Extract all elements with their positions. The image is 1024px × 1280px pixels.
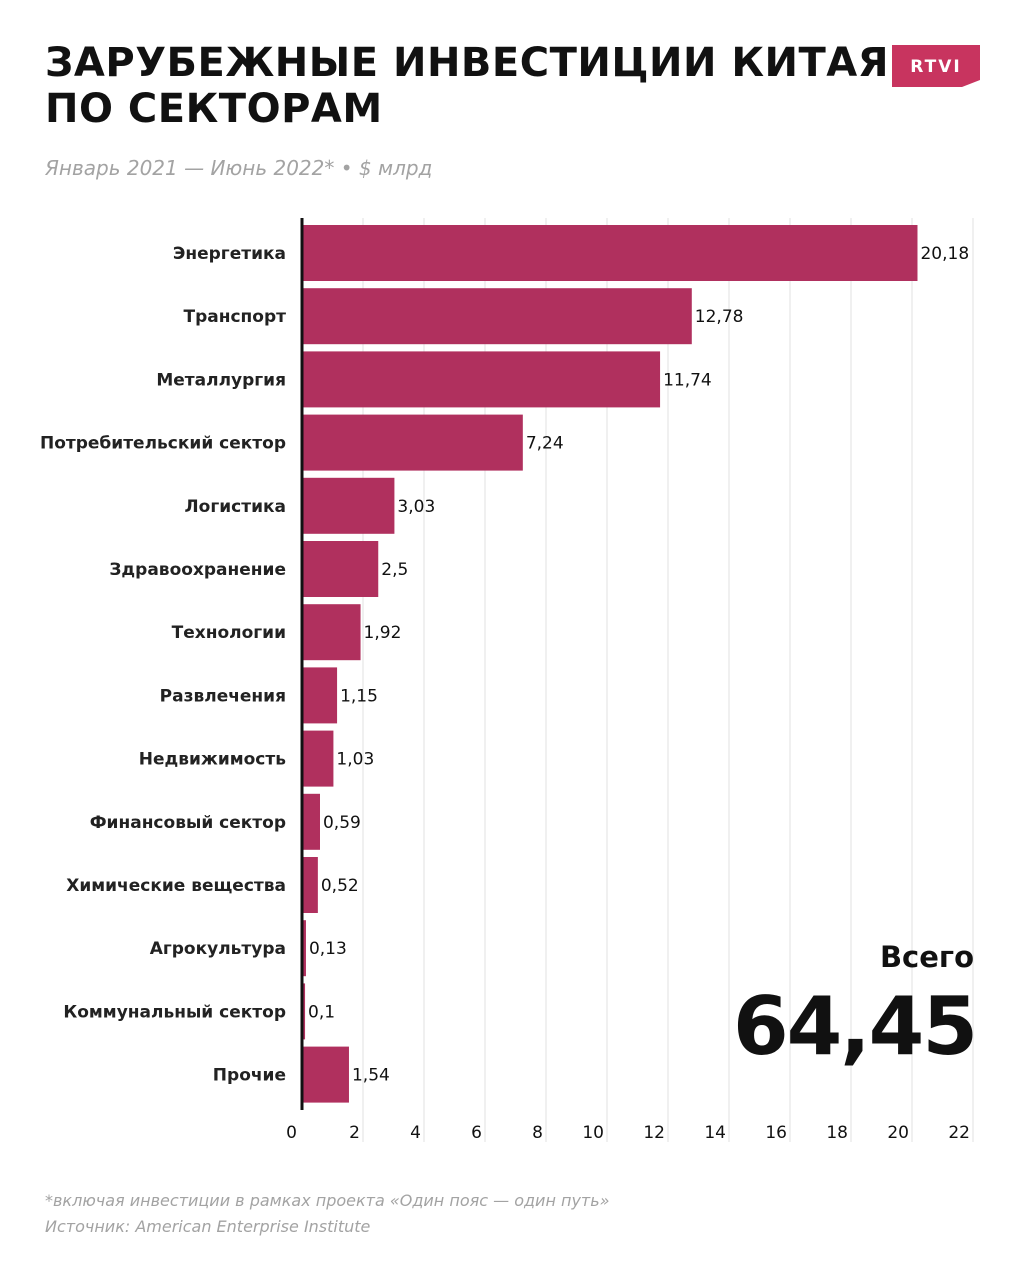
rtvi-logo-text: RTVI xyxy=(910,57,961,77)
bar xyxy=(302,983,306,1040)
value-label: 0,1 xyxy=(308,1002,335,1022)
x-tick-label: 16 xyxy=(765,1123,787,1143)
category-label: Коммунальный сектор xyxy=(63,1002,286,1022)
value-label: 7,24 xyxy=(526,434,564,454)
category-label: Развлечения xyxy=(160,686,286,706)
bar xyxy=(302,920,306,977)
bar xyxy=(302,225,918,281)
x-tick-label: 14 xyxy=(704,1123,726,1143)
x-tick-label: 8 xyxy=(532,1123,543,1143)
chart-title-line-2: ПО СЕКТОРАМ xyxy=(45,86,383,132)
rtvi-logo: RTVI xyxy=(892,45,980,87)
footnote: *включая инвестиции в рамках проекта «Од… xyxy=(45,1191,610,1210)
category-label: Технологии xyxy=(172,623,286,643)
x-tick-label: 6 xyxy=(471,1123,482,1143)
chart-title: ЗАРУБЕЖНЫЕ ИНВЕСТИЦИИ КИТАЯ ПО СЕКТОРАМ xyxy=(45,40,890,132)
value-label: 1,15 xyxy=(340,686,378,706)
value-label: 0,13 xyxy=(309,939,347,959)
value-label: 1,92 xyxy=(364,623,402,643)
source-note: Источник: American Enterprise Institute xyxy=(45,1217,371,1236)
total-label: Всего xyxy=(879,940,974,974)
x-tick-label: 4 xyxy=(410,1123,421,1143)
value-label: 11,74 xyxy=(663,370,712,390)
footer: *включая инвестиции в рамках проекта «Од… xyxy=(45,1188,610,1240)
x-tick-label: 0 xyxy=(286,1123,297,1143)
bar xyxy=(302,857,318,913)
value-label: 0,59 xyxy=(323,813,361,833)
category-label: Химические вещества xyxy=(66,876,286,896)
value-label: 1,54 xyxy=(352,1066,390,1086)
x-tick-label: 10 xyxy=(582,1123,604,1143)
chart-title-line-1: ЗАРУБЕЖНЫЕ ИНВЕСТИЦИИ КИТАЯ xyxy=(45,40,890,86)
x-tick-label: 20 xyxy=(887,1123,909,1143)
bar xyxy=(302,1046,349,1103)
category-label: Логистика xyxy=(185,497,286,517)
category-label: Энергетика xyxy=(173,244,286,264)
value-label: 1,03 xyxy=(336,750,374,770)
category-label: Транспорт xyxy=(183,307,286,327)
chart-subtitle: Январь 2021 — Июнь 2022* • $ млрд xyxy=(45,156,433,180)
category-label: Недвижимость xyxy=(139,750,286,770)
category-label: Потребительский сектор xyxy=(40,434,286,454)
x-tick-label: 22 xyxy=(948,1123,970,1143)
x-tick-label: 18 xyxy=(826,1123,848,1143)
bar xyxy=(302,288,692,345)
x-tick-label: 12 xyxy=(643,1123,665,1143)
value-label: 2,5 xyxy=(381,560,408,580)
category-label: Агрокультура xyxy=(150,939,286,959)
bar xyxy=(302,414,523,471)
category-label: Прочие xyxy=(213,1066,286,1086)
bar xyxy=(302,351,661,408)
bar xyxy=(302,793,320,850)
value-label: 20,18 xyxy=(920,244,969,264)
bar xyxy=(302,667,338,724)
bar xyxy=(302,541,379,597)
total-value: 64,45 xyxy=(732,980,978,1073)
category-label: Здравоохранение xyxy=(109,560,286,580)
bar xyxy=(302,730,334,787)
category-label: Финансовый сектор xyxy=(90,813,286,833)
bar xyxy=(302,604,361,661)
x-tick-label: 2 xyxy=(349,1123,360,1143)
value-label: 12,78 xyxy=(695,307,744,327)
category-label: Металлургия xyxy=(156,370,286,390)
bar xyxy=(302,477,395,534)
value-label: 3,03 xyxy=(397,497,435,517)
value-label: 0,52 xyxy=(321,876,359,896)
